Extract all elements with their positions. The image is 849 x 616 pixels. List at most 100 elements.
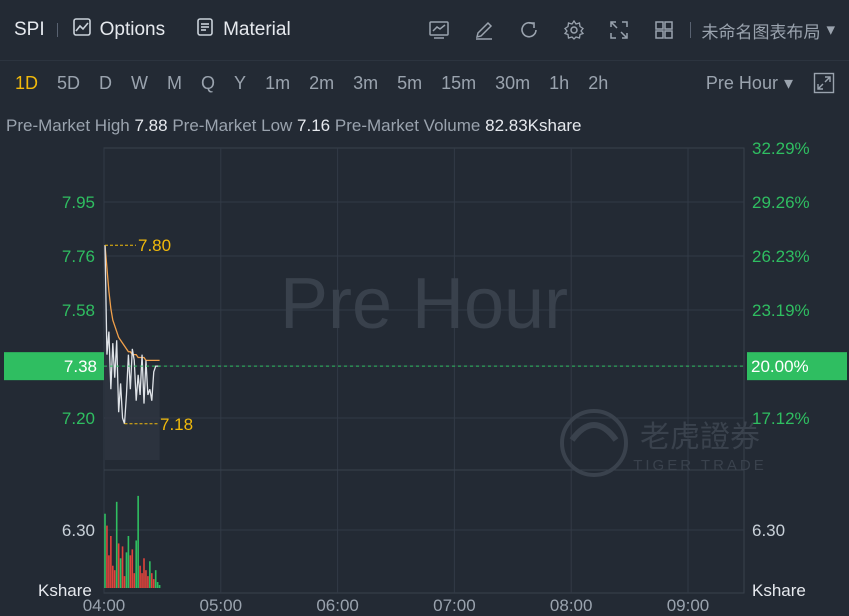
volume-bar <box>154 570 157 588</box>
period-bar: 1D 5D D W M Q Y 1m 2m 3m 5m 15m 30m 1h 2h Pre Hour ▾ <box>0 60 849 106</box>
premarket-low-value: 7.16 <box>297 116 331 135</box>
layout-select[interactable]: 未命名图表布局 ▾ <box>701 18 835 43</box>
options-icon <box>72 17 92 43</box>
y-axis-left-tick: 7.20 <box>62 409 95 428</box>
y-axis-right-tick: 17.12% <box>752 409 810 428</box>
ticker-symbol[interactable]: SPI <box>14 19 45 40</box>
session-select-label: Pre Hour <box>705 72 778 93</box>
premarket-volume-label: Pre-Market Volume <box>334 116 481 135</box>
grid-layout-icon[interactable] <box>641 15 686 45</box>
material-label: Material <box>223 19 291 40</box>
x-axis-tick: 06:00 <box>316 596 359 615</box>
volume-bar <box>143 558 145 588</box>
volume-bar <box>119 558 122 588</box>
volume-bar <box>133 573 136 588</box>
volume-bar <box>125 552 128 588</box>
fullscreen-icon[interactable] <box>596 15 641 45</box>
edit-icon[interactable] <box>461 15 506 45</box>
x-axis-tick: 05:00 <box>200 596 243 615</box>
period-tabs: 1D 5D D W M Q Y 1m 2m 3m 5m 15m 30m 1h 2h <box>6 73 618 94</box>
brand-watermark-cn: 老虎證券 <box>640 420 760 455</box>
price-chart[interactable]: Pre Hour 老虎證券 TIGER TRADE 7.95 7.76 7.58 7.20 6… <box>0 140 849 616</box>
volume-bar <box>106 525 108 588</box>
layout-name-label: 未命名图表布局 <box>701 22 821 42</box>
period-tab-1m[interactable]: 1m <box>265 72 291 93</box>
expand-icon[interactable] <box>813 72 835 94</box>
period-tab-q[interactable]: Q <box>201 72 216 93</box>
period-tab-2m[interactable]: 2m <box>309 72 335 93</box>
y-axis-right-tick: 6.30 <box>752 521 785 540</box>
pre-hour-watermark: Pre Hour <box>280 264 568 344</box>
y-axis-right-tick: 32.29% <box>752 140 810 158</box>
volume-bar <box>158 585 161 588</box>
y-axis-right-tick: 26.23% <box>752 247 810 266</box>
volume-bar <box>156 582 159 588</box>
volume-bar <box>135 540 137 588</box>
premarket-high-value: 7.88 <box>134 116 168 135</box>
refresh-icon[interactable] <box>506 15 551 45</box>
period-tab-d[interactable]: D <box>99 72 113 93</box>
x-axis-tick: 04:00 <box>83 596 126 615</box>
period-tab-1h[interactable]: 1h <box>549 72 570 93</box>
premarket-stats: Pre-Market High 7.88 Pre-Market Low 7.16… <box>6 116 582 136</box>
volume-bar <box>137 495 139 588</box>
brand-watermark-en: TIGER TRADE <box>633 457 767 474</box>
tiger-logo-icon <box>560 409 628 477</box>
volume-bar <box>145 570 147 588</box>
volume-bar <box>152 579 155 588</box>
y-axis-left-tick: 7.58 <box>62 301 95 320</box>
current-pct-value: 20.00% <box>751 357 809 376</box>
volume-bar <box>149 561 151 588</box>
options-label: Options <box>99 19 166 40</box>
toolbar-divider <box>690 22 692 38</box>
volume-bar <box>131 549 134 588</box>
period-tab-3m[interactable]: 3m <box>353 72 379 93</box>
current-pct-badge <box>747 352 847 381</box>
volume-bar <box>129 555 132 588</box>
volume-unit-left: Kshare <box>38 581 92 600</box>
period-tab-30m[interactable]: 30m <box>495 72 531 93</box>
toolbar-divider <box>56 23 58 37</box>
caret-down-icon: ▾ <box>783 72 793 93</box>
period-tab-15m[interactable]: 15m <box>441 72 477 93</box>
y-axis-left-tick: 7.95 <box>62 193 95 212</box>
x-axis-tick: 09:00 <box>667 596 710 615</box>
volume-bar <box>147 576 149 588</box>
period-tab-5d[interactable]: 5D <box>57 72 81 93</box>
period-tab-w[interactable]: W <box>131 72 149 93</box>
volume-bar <box>127 536 130 588</box>
settings-icon[interactable] <box>551 15 596 45</box>
low-marker-label: 7.18 <box>160 415 193 434</box>
price-line <box>104 245 160 424</box>
volume-bar <box>117 543 120 588</box>
volume-bar <box>115 501 118 588</box>
document-icon <box>195 17 215 43</box>
material-button[interactable]: Material <box>195 17 291 43</box>
volume-bar <box>110 536 112 588</box>
options-button[interactable]: Options <box>72 17 165 43</box>
period-tab-1d[interactable]: 1D <box>15 72 39 93</box>
premarket-high-label: Pre-Market High <box>6 116 130 135</box>
current-price-value: 7.38 <box>64 357 97 376</box>
volume-bar <box>108 555 110 588</box>
chart-icon[interactable] <box>416 15 461 45</box>
top-toolbar: SPI Options Material <box>0 0 849 61</box>
toolbar-icons: 未命名图表布局 ▾ <box>416 0 835 60</box>
y-axis-left-tick: 6.30 <box>62 521 95 540</box>
high-marker-label: 7.80 <box>138 236 171 255</box>
premarket-volume-value: 82.83Kshare <box>485 116 582 135</box>
y-axis-right-tick: 23.19% <box>752 301 810 320</box>
volume-unit-right: Kshare <box>752 581 806 600</box>
volume-bar <box>123 576 126 588</box>
x-axis-tick: 08:00 <box>550 596 593 615</box>
y-axis-left-tick: 7.76 <box>62 247 95 266</box>
period-tab-m[interactable]: M <box>167 72 183 93</box>
period-tab-y[interactable]: Y <box>234 72 247 93</box>
session-select[interactable]: Pre Hour ▾ <box>706 60 793 106</box>
volume-bar <box>113 570 116 588</box>
volume-bar <box>141 573 143 588</box>
current-price-badge <box>4 352 104 381</box>
x-axis-tick: 07:00 <box>433 596 476 615</box>
period-tab-5m[interactable]: 5m <box>397 72 423 93</box>
period-tab-2h[interactable]: 2h <box>588 72 609 93</box>
